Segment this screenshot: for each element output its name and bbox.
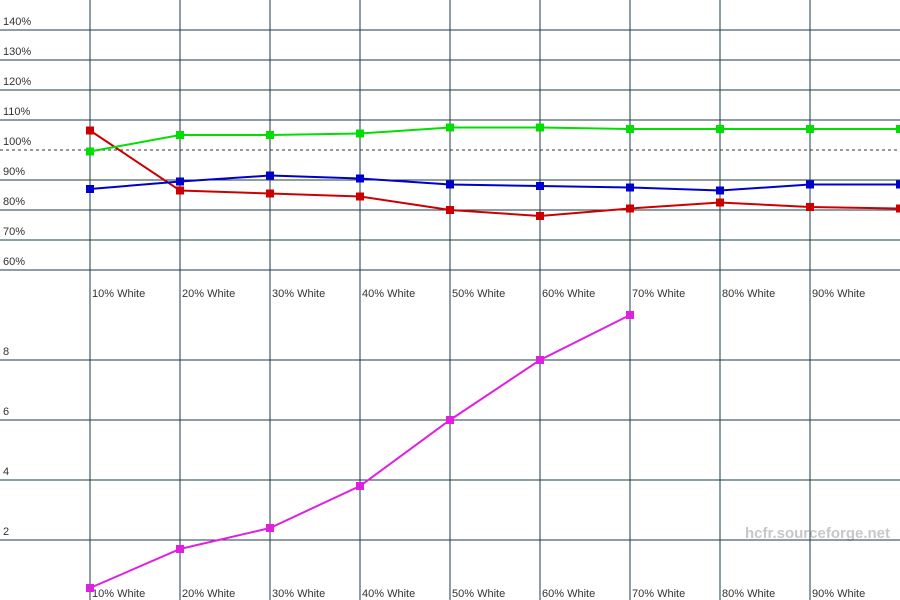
x-tick-label: 30% White <box>272 588 325 600</box>
y-tick-label: 4 <box>3 466 9 478</box>
point-marker <box>806 125 814 133</box>
x-tick-label: 90% White <box>812 288 865 300</box>
y-tick-label: 2 <box>3 526 9 538</box>
point-marker <box>446 123 454 132</box>
x-tick-label: 30% White <box>272 288 325 300</box>
watermark: hcfr.sourceforge.net <box>745 525 890 542</box>
series-line <box>89 174 900 192</box>
y-tick-label: 60% <box>3 256 25 268</box>
y-tick-label: 100% <box>3 136 31 148</box>
y-tick-label: 8 <box>3 346 9 358</box>
y-tick-label: 70% <box>3 226 25 238</box>
point-marker <box>716 125 724 133</box>
point-marker <box>626 204 634 213</box>
x-tick-label: 10% White <box>92 588 145 600</box>
x-tick-label: 80% White <box>722 588 775 600</box>
y-tick-label: 80% <box>3 196 25 208</box>
x-tick-label: 50% White <box>452 288 505 300</box>
x-tick-label: 60% White <box>542 288 595 300</box>
point-marker <box>86 584 94 592</box>
point-marker <box>446 416 454 424</box>
x-tick-label: 60% White <box>542 588 595 600</box>
point-marker <box>896 180 900 189</box>
point-marker <box>266 131 274 139</box>
y-tick-label: 130% <box>3 46 31 58</box>
point-marker <box>266 524 274 532</box>
point-marker <box>86 126 94 135</box>
x-tick-label: 70% White <box>632 588 685 600</box>
point-marker <box>86 185 94 193</box>
y-tick-label: 120% <box>3 76 31 88</box>
point-marker <box>716 198 724 207</box>
series-line <box>89 129 900 218</box>
point-marker <box>446 180 454 189</box>
x-tick-label: 20% White <box>182 288 235 300</box>
x-tick-label: 70% White <box>632 288 685 300</box>
point-marker <box>536 182 544 190</box>
point-marker <box>806 180 814 189</box>
point-marker <box>626 125 634 133</box>
point-marker <box>176 545 184 553</box>
series-line <box>89 126 900 153</box>
point-marker <box>86 147 94 156</box>
point-marker <box>536 356 544 364</box>
point-marker <box>356 174 364 183</box>
point-marker <box>626 183 634 192</box>
point-marker <box>176 131 184 139</box>
x-tick-label: 40% White <box>362 588 415 600</box>
point-marker <box>176 177 184 186</box>
point-marker <box>266 171 274 180</box>
x-tick-label: 50% White <box>452 588 505 600</box>
y-tick-label: 110% <box>3 106 31 118</box>
y-tick-label: 140% <box>3 16 31 28</box>
x-tick-label: 10% White <box>92 288 145 300</box>
point-marker <box>356 192 364 201</box>
point-marker <box>446 206 454 214</box>
point-marker <box>536 212 544 220</box>
x-tick-label: 40% White <box>362 288 415 300</box>
point-marker <box>806 203 814 211</box>
point-marker <box>356 129 364 138</box>
point-marker <box>896 204 900 213</box>
point-marker <box>536 123 544 132</box>
point-marker <box>896 125 900 133</box>
point-marker <box>266 189 274 198</box>
point-marker <box>626 311 634 319</box>
point-marker <box>356 482 364 490</box>
point-marker <box>716 186 724 195</box>
x-tick-label: 90% White <box>812 588 865 600</box>
x-tick-label: 20% White <box>182 588 235 600</box>
x-tick-label: 80% White <box>722 288 775 300</box>
y-tick-label: 90% <box>3 166 25 178</box>
y-tick-label: 6 <box>3 406 9 418</box>
point-marker <box>176 186 184 195</box>
